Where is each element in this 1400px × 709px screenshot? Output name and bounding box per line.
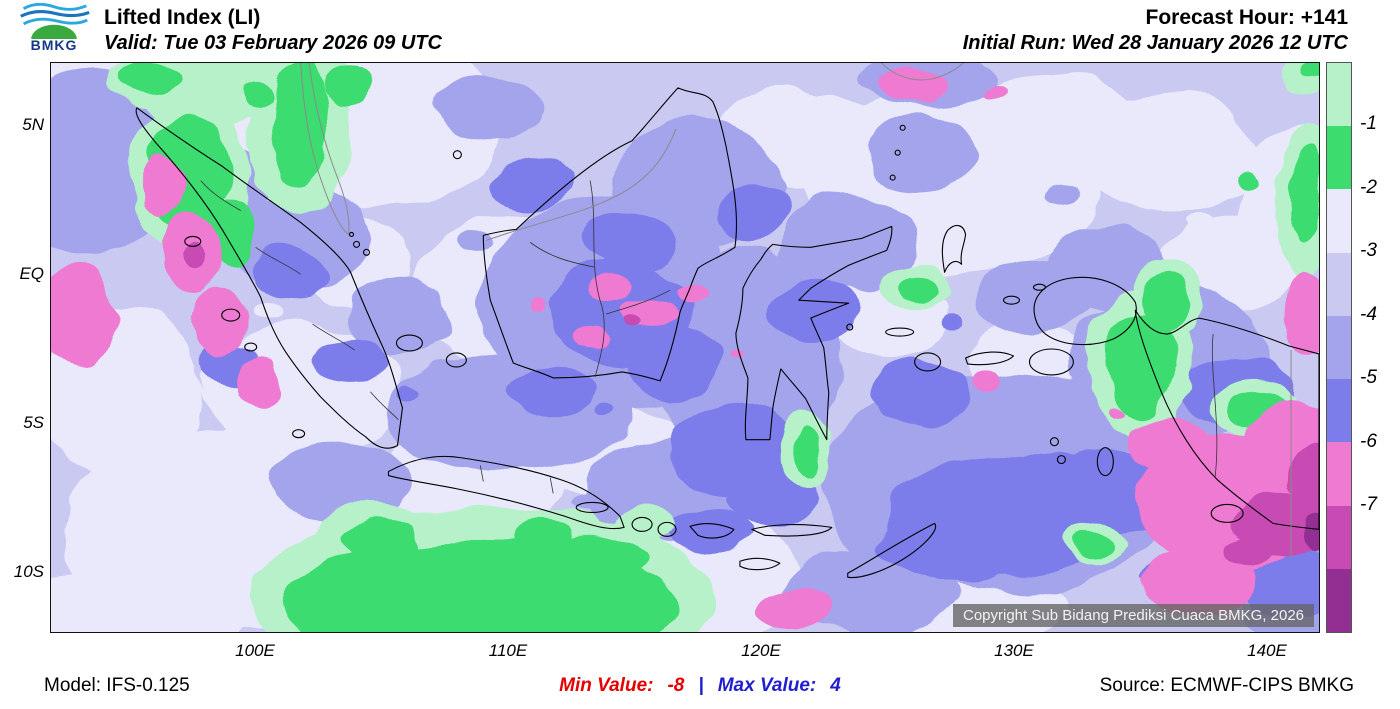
colorbar-label: -5 (1360, 367, 1377, 388)
colorbar-segment (1327, 442, 1351, 506)
malay-peninsula-border (300, 63, 350, 236)
source-label: Source: ECMWF-CIPS BMKG (1099, 675, 1354, 696)
mindanao-border (880, 63, 964, 81)
siberut-outline (221, 308, 241, 322)
colorbar-segment (1327, 189, 1351, 253)
flores-outline (751, 524, 833, 537)
bmkg-logo-icon (20, 2, 90, 40)
timor-outline (847, 522, 937, 579)
colorbar-segment (1327, 379, 1351, 443)
initial-run-datetime: Initial Run: Wed 28 January 2026 12 UTC (962, 32, 1348, 54)
colorbar-label: -1 (1360, 113, 1377, 134)
colorbar-label: -6 (1360, 431, 1377, 452)
x-tick-label: 110E (488, 641, 528, 660)
colorbar-label: -7 (1360, 494, 1377, 515)
map-copyright: Copyright Sub Bidang Prediksi Cuaca BMKG… (952, 604, 1314, 627)
bomberai-outline (1028, 348, 1074, 376)
forecast-hour: Forecast Hour: +141 (1145, 6, 1349, 29)
java-outline (387, 455, 625, 530)
y-tick-label: EQ (19, 264, 44, 283)
separator: | (698, 675, 704, 696)
x-tick-label: 100E (235, 641, 275, 660)
y-tick-label: 5N (22, 115, 44, 134)
colorbar-label: -2 (1360, 177, 1377, 198)
island-outlines (135, 87, 1319, 579)
colorbar-segment (1327, 505, 1351, 569)
seram-outline (965, 351, 1015, 366)
dolak-outline (1210, 503, 1244, 523)
nias-outline (184, 235, 202, 247)
valid-datetime: Valid: Tue 03 February 2026 09 UTC (104, 32, 442, 54)
x-tick-label: 130E (994, 641, 1034, 660)
colorbar-segment (1327, 568, 1351, 632)
buru-outline (914, 352, 942, 372)
lombok-outline (657, 521, 677, 537)
y-tick-label: 5S (23, 413, 44, 432)
min-max-values: Min Value: -8 | Max Value: 4 (559, 675, 841, 697)
bmkg-logo-text: BMKG (30, 37, 78, 53)
colorbar-segment (1327, 252, 1351, 316)
contour-fill-layer (51, 63, 1319, 632)
madura-outline (575, 501, 609, 513)
weather-map-svg (51, 63, 1319, 632)
max-value-label: Max Value: (717, 675, 817, 696)
bali-outline (631, 516, 653, 532)
papua-birdshead-outline (1033, 276, 1137, 346)
max-value: 4 (830, 675, 841, 696)
sumba-outline (739, 557, 781, 571)
belitung-outline (445, 352, 467, 368)
sumbawa-outline (689, 523, 735, 539)
x-tick-label: 120E (741, 641, 781, 660)
colorbar-label: -3 (1360, 240, 1377, 261)
country-borders (300, 63, 1292, 562)
colorbar-segment (1327, 63, 1351, 127)
model-label: Model: IFS-0.125 (44, 675, 190, 696)
papua-outline (1134, 309, 1319, 530)
page-title: Lifted Index (LI) (104, 6, 261, 29)
min-value: -8 (667, 675, 685, 696)
aru-outline (1096, 447, 1114, 477)
sumatra-outline (135, 107, 403, 449)
halmahera-outline (941, 224, 967, 273)
colorbar (1326, 62, 1352, 633)
map-plot: Copyright Sub Bidang Prediksi Cuaca BMKG… (50, 62, 1320, 633)
y-tick-label: 10S (13, 562, 44, 581)
colorbar-segment (1327, 126, 1351, 190)
malaysia-borneo-border (486, 128, 677, 241)
bangka-outline (395, 334, 423, 352)
colorbar-segment (1327, 315, 1351, 380)
borneo-outline (482, 87, 737, 382)
sulawesi-outline (735, 225, 893, 441)
min-value-label: Min Value: (559, 675, 654, 696)
bmkg-logo: BMKG (12, 2, 96, 53)
colorbar-label: -4 (1360, 304, 1377, 325)
x-tick-label: 140E (1247, 641, 1287, 660)
